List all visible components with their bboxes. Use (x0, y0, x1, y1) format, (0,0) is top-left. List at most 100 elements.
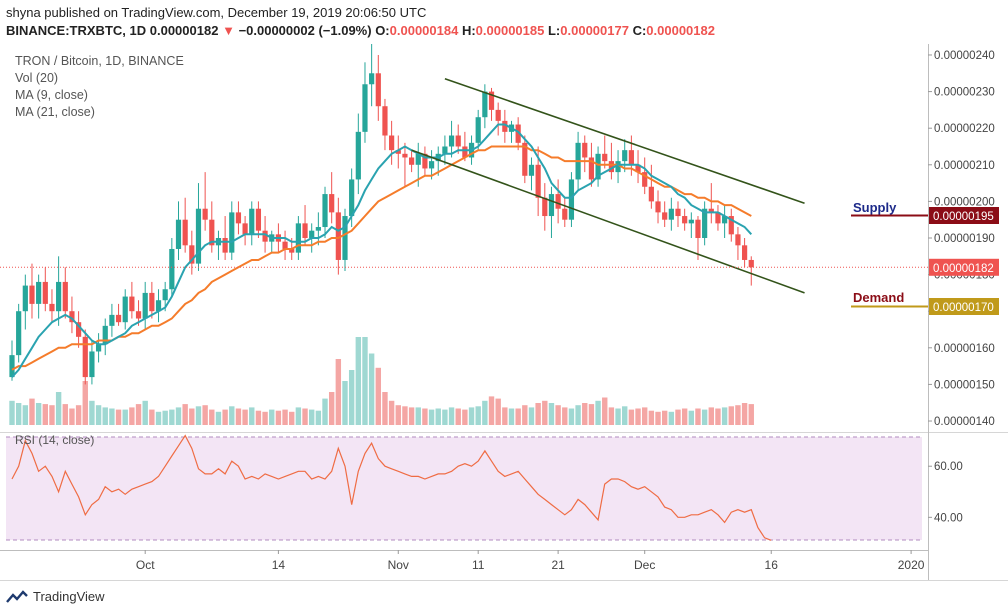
channel-lines (411, 78, 805, 294)
volume-bar (315, 410, 322, 425)
volume-bar (408, 407, 415, 425)
volume-bar (348, 370, 355, 425)
candle-body (155, 300, 162, 312)
candle-body (289, 248, 295, 253)
volume-bar (262, 411, 268, 425)
volume-bar (69, 408, 75, 425)
time-tick-label: Nov (388, 558, 409, 572)
volume-bar (582, 403, 588, 425)
time-tick-label: 21 (551, 558, 565, 572)
candle-body (528, 164, 535, 176)
volume-bar (468, 407, 475, 425)
volume-bar (55, 392, 62, 425)
volume-bar (668, 411, 675, 425)
volume-bar (368, 353, 375, 425)
supply-label: Supply (853, 200, 897, 215)
volume-bar (115, 409, 122, 425)
price-tick-label: 0.00000230 (934, 87, 995, 99)
candle-body (36, 281, 42, 304)
time-tick-label: Oct (136, 558, 155, 572)
volume-bar (515, 408, 521, 425)
candle-body (415, 153, 421, 165)
rsi-tick-label: 60.00 (934, 461, 963, 473)
candle-body (648, 186, 654, 202)
time-axis: Oct 14 Nov 11 21 Dec 16 2020 (136, 550, 925, 572)
ohlc-line: BINANCE:TRXBTC, 1D 0.00000182 ▼ −0.00000… (6, 23, 715, 38)
candle-body (249, 208, 255, 235)
volume-bar (542, 400, 548, 425)
candle-body (342, 216, 348, 260)
candle-body (322, 194, 328, 228)
candle-body (442, 146, 448, 154)
candle-body (49, 303, 55, 312)
volume-bar (82, 381, 88, 425)
ma9-line (11, 123, 753, 378)
volume-bar (202, 405, 208, 425)
candle-body (175, 219, 182, 249)
volume-bar (175, 407, 182, 425)
candle-body (742, 245, 748, 260)
rsi-band (6, 437, 922, 540)
rsi-line (11, 434, 772, 541)
candle-body (602, 153, 608, 162)
candle-body (522, 142, 528, 176)
volume-bars (9, 337, 754, 425)
candle-body (135, 311, 142, 319)
candle-body (462, 146, 468, 158)
candle-body (209, 219, 215, 246)
volume-bar (415, 407, 421, 425)
publish-header: shyna published on TradingView.com, Dece… (0, 0, 1008, 44)
price-tick-label: 0.00000200 (934, 196, 995, 208)
chart-title: TRON / Bitcoin, 1D, BINANCE (15, 54, 184, 68)
candle-body (309, 230, 315, 238)
volume-bar (195, 406, 202, 425)
volume-bar (428, 409, 435, 425)
volume-bar (488, 396, 495, 425)
volume-bar (109, 408, 115, 425)
volume-bar (49, 405, 55, 425)
price-tick-label: 0.00000190 (934, 233, 995, 245)
volume-bar (222, 409, 228, 425)
candle-body (409, 157, 415, 165)
volume-bar (382, 392, 388, 425)
candle-body (95, 344, 102, 352)
volume-bar (681, 408, 688, 425)
candle-body (595, 153, 601, 180)
candle-body (56, 281, 62, 312)
volume-bar (235, 408, 242, 425)
candle-body (548, 194, 555, 217)
legend-rsi: RSI (14, close) (15, 433, 95, 447)
open-label: O: (375, 23, 390, 38)
tradingview-logo-icon (6, 589, 28, 603)
volume-bar (135, 404, 142, 425)
volume-bar (155, 411, 162, 425)
ma21-line (11, 145, 752, 371)
volume-bar (502, 407, 508, 425)
candle-body (608, 161, 614, 173)
volume-bar (242, 409, 248, 425)
volume-bar (89, 400, 95, 425)
candle-body (109, 314, 115, 326)
volume-bar (735, 405, 741, 425)
volume-bar (309, 409, 315, 425)
tradingview-footer[interactable]: TradingView (6, 589, 105, 604)
candle-body (62, 281, 68, 312)
time-tick-label: 14 (272, 558, 286, 572)
volume-bar (648, 410, 655, 425)
price-tick-label: 0.00000160 (934, 343, 995, 355)
volume-bar (355, 337, 362, 425)
candle-body (76, 322, 82, 337)
candle-body (29, 285, 35, 304)
candle-body (315, 227, 321, 231)
volume-bar (688, 410, 695, 425)
candle-body (242, 223, 248, 235)
volume-bar (388, 400, 395, 425)
demand-label: Demand (853, 290, 904, 305)
volume-bar (588, 404, 595, 425)
candle-body (728, 216, 734, 235)
volume-bar (455, 408, 461, 425)
price-tick-label: 0.00000150 (934, 379, 995, 391)
candle-body (428, 161, 435, 169)
volume-bar (342, 381, 348, 425)
